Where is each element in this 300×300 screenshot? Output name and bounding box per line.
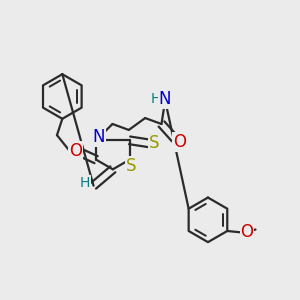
Text: H: H (151, 92, 161, 106)
Text: S: S (149, 134, 160, 152)
Text: H: H (80, 176, 90, 190)
Text: O: O (240, 224, 254, 242)
Text: S: S (126, 157, 136, 175)
Text: O: O (69, 142, 82, 160)
Text: N: N (92, 128, 105, 146)
Text: O: O (173, 133, 186, 151)
Text: N: N (159, 90, 171, 108)
